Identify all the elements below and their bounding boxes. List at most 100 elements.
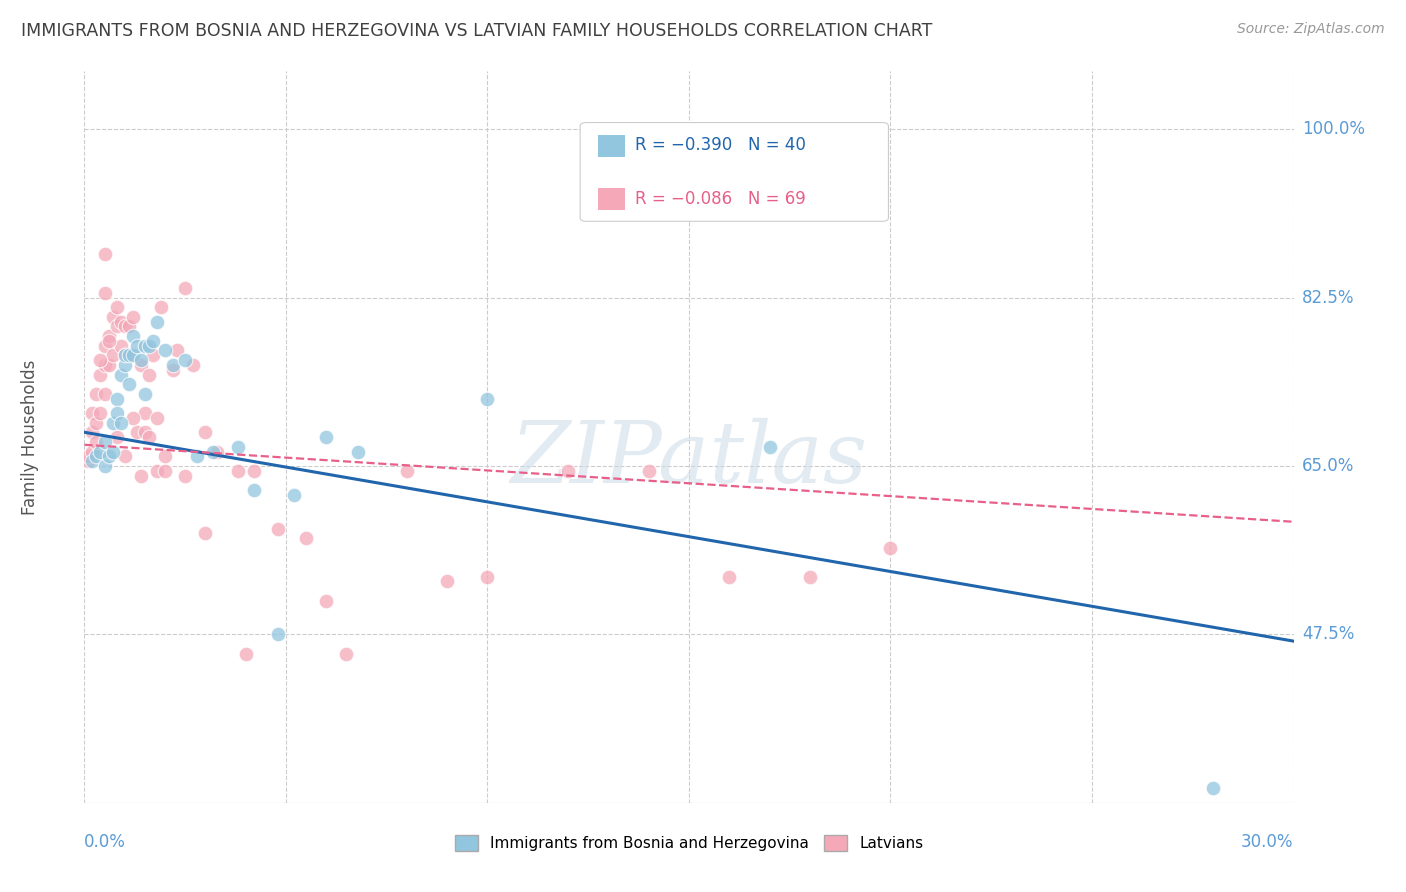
Point (194, 526, 217, 541)
Point (142, 348, 165, 362)
Point (114, 358, 136, 372)
Point (395, 464, 418, 478)
Point (242, 464, 264, 478)
Point (118, 319, 141, 334)
Point (295, 531, 318, 545)
Text: 82.5%: 82.5% (1302, 288, 1354, 307)
Point (129, 468, 152, 483)
Point (235, 647, 257, 661)
Point (97, 358, 120, 372)
Point (77, 450, 100, 464)
Point (477, 569, 499, 583)
Point (93, 285, 115, 300)
Point (186, 450, 208, 464)
Point (134, 386, 156, 401)
Point (86, 416, 108, 430)
Point (93, 386, 115, 401)
Point (101, 416, 124, 430)
Point (110, 368, 132, 382)
Point (134, 425, 156, 440)
FancyBboxPatch shape (599, 188, 624, 211)
Point (110, 416, 132, 430)
Point (82, 444, 104, 458)
Point (93, 358, 115, 372)
Point (138, 368, 160, 382)
Point (166, 343, 188, 358)
Point (758, 440, 780, 454)
Point (174, 353, 197, 368)
Point (97, 329, 120, 343)
Point (146, 410, 169, 425)
Point (174, 281, 197, 295)
Point (89, 406, 111, 420)
Point (181, 358, 204, 372)
Point (174, 468, 197, 483)
Text: 100.0%: 100.0% (1302, 120, 1365, 138)
Point (110, 315, 132, 329)
Point (799, 569, 821, 583)
Text: 47.5%: 47.5% (1302, 625, 1354, 643)
Point (82, 406, 104, 420)
Point (267, 627, 290, 641)
Point (101, 310, 124, 324)
Point (347, 444, 370, 458)
Point (267, 521, 290, 535)
Point (86, 450, 108, 464)
Point (283, 488, 305, 502)
Point (121, 410, 143, 425)
Point (153, 343, 176, 358)
Point (89, 368, 111, 382)
Point (82, 425, 104, 440)
Point (118, 377, 141, 392)
Point (879, 541, 901, 555)
Point (114, 348, 136, 362)
Point (86, 434, 108, 449)
Point (105, 406, 128, 420)
Point (194, 425, 217, 440)
Point (138, 430, 160, 444)
Point (637, 464, 659, 478)
Text: R = −0.390   N = 40: R = −0.390 N = 40 (634, 136, 806, 153)
Point (226, 440, 249, 454)
Point (89, 444, 111, 458)
Point (153, 450, 176, 464)
Point (101, 444, 124, 458)
Text: 65.0%: 65.0% (1302, 457, 1354, 475)
Text: IMMIGRANTS FROM BOSNIA AND HERZEGOVINA VS LATVIAN FAMILY HOUSEHOLDS CORRELATION : IMMIGRANTS FROM BOSNIA AND HERZEGOVINA V… (21, 22, 932, 40)
Point (226, 464, 249, 478)
Point (207, 444, 229, 458)
Point (477, 392, 499, 406)
Point (118, 348, 141, 362)
Point (114, 348, 136, 362)
Point (93, 434, 115, 449)
Point (97, 334, 120, 348)
Point (121, 310, 143, 324)
Point (129, 353, 152, 368)
Point (105, 392, 128, 406)
Point (149, 300, 172, 314)
Point (202, 444, 225, 458)
Point (93, 338, 115, 352)
Point (162, 358, 184, 372)
Point (129, 358, 152, 372)
Point (125, 338, 148, 352)
Text: 30.0%: 30.0% (1241, 833, 1294, 851)
Text: ZIPatlas: ZIPatlas (510, 417, 868, 500)
Point (315, 593, 337, 607)
Point (335, 647, 357, 661)
Legend: Immigrants from Bosnia and Herzegovina, Latvians: Immigrants from Bosnia and Herzegovina, … (449, 830, 929, 857)
Point (162, 362, 184, 376)
Point (93, 458, 115, 473)
Text: R = −0.086   N = 69: R = −0.086 N = 69 (634, 190, 806, 209)
Point (114, 319, 136, 334)
Point (110, 338, 132, 352)
Point (93, 247, 115, 261)
Point (121, 348, 143, 362)
Point (134, 406, 156, 420)
Point (1202, 781, 1225, 796)
Point (77, 454, 100, 468)
Point (242, 483, 264, 497)
Point (557, 464, 579, 478)
Point (138, 338, 160, 352)
Text: Source: ZipAtlas.com: Source: ZipAtlas.com (1237, 22, 1385, 37)
